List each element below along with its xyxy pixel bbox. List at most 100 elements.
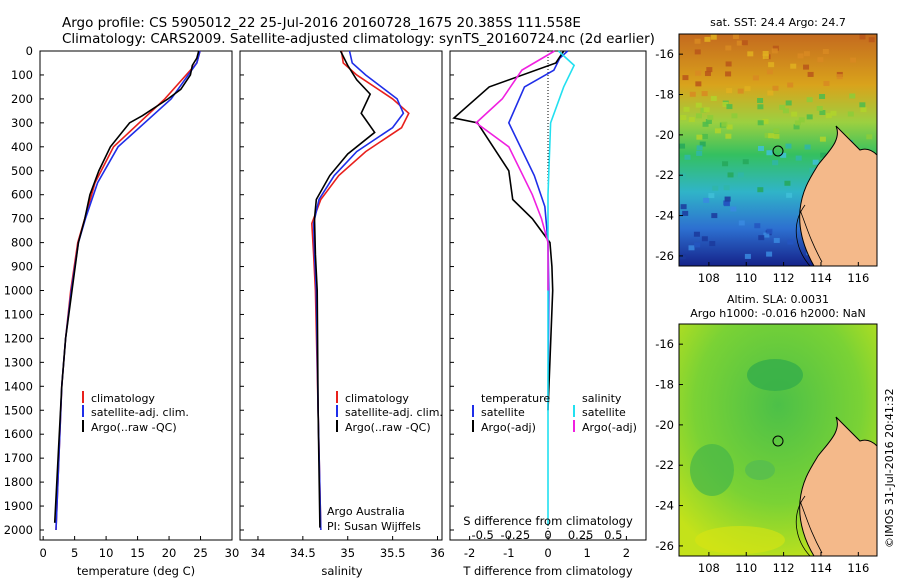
lon-tick-label: 110 [735,271,757,285]
salinity-legend: climatology satellite-adj. clim. Argo(..… [336,391,443,434]
x-tick-label: 35.5 [380,546,406,560]
header-line2: Climatology: CARS2009. Satellite-adjuste… [62,31,655,47]
float-location-marker-sla [772,435,784,447]
x-tick-label: 10 [99,546,114,560]
difference-xlabel: T difference from climatology [462,564,633,578]
depth-tick-label: 0 [26,44,33,58]
lon-tick-label: 112 [773,561,795,575]
depth-tick-label: 1500 [4,403,33,417]
temperature-xlabel: temperature (deg C) [77,564,195,578]
depth-tick-label: 400 [11,140,33,154]
x-tick-label: 1 [584,546,591,560]
lat-tick-label: -20 [655,128,674,142]
x-tick-label: 20 [162,546,177,560]
legend-temperature-title: temperature [481,392,550,405]
lon-tick-label: 110 [735,561,757,575]
depth-tick-label: 100 [11,68,33,82]
salinity-panel: 34 34.5 35 35.5 36 salinity climatology sate… [239,50,445,578]
legend-argo: Argo(..raw -QC) [91,421,177,434]
float-location-marker [772,145,784,157]
depth-tick-label: 800 [11,236,33,250]
legend-t-argo: Argo(-adj) [481,421,536,434]
depth-tick-label: 1800 [4,475,33,489]
lat-tick-label: -26 [655,249,674,263]
depth-tick-label: 300 [11,116,33,130]
depth-tick-label: 1000 [4,284,33,298]
x-tick-label: 36 [430,546,445,560]
depth-tick-label: 700 [11,212,33,226]
lon-tick-label: 116 [847,561,869,575]
series-line-satellite-adj-clim- [312,50,405,531]
s-tick-label: -0.5 [471,528,493,542]
temperature-legend: climatology satellite-adj. clim. Argo(..… [82,391,189,434]
lat-tick-label: -22 [655,458,674,472]
legend-salinity-title: salinity [582,392,622,405]
lon-tick-label: 108 [698,271,720,285]
lon-tick-label: 112 [773,271,795,285]
s-tick-label: -0.25 [500,528,530,542]
difference-x-ticks: -2 -1 0 1 2 [464,536,630,560]
x-tick-label: 5 [71,546,78,560]
series-line-climatology [55,50,201,531]
depth-tick-label: 1200 [4,331,33,345]
lat-tick-label: -26 [655,539,674,553]
sst-title: sat. SST: 24.4 Argo: 24.7 [710,16,846,29]
depth-tick-label: 1700 [4,451,33,465]
salinity-xlabel: salinity [321,564,362,578]
legend-climatology-s: climatology [345,392,409,405]
x-tick-label: 0 [39,546,46,560]
sla-map: Altim. SLA: 0.0031 Argo h1000: -0.016 h2… [655,293,878,575]
difference-toplabel: S difference from climatology [463,514,633,528]
s-tick-label: 0.5 [604,528,622,542]
depth-tick-label: 1300 [4,355,33,369]
lat-tick-label: -16 [655,47,674,61]
depth-tick-label: 1400 [4,379,33,393]
series-line-satellite [507,50,569,411]
lat-tick-label: -24 [655,499,674,513]
series-line-climatology [311,50,410,531]
depth-axis: 0 100 200 300 400 500 600 700 800 900 1000 1100 1200… [4,44,454,537]
lat-tick-label: -24 [655,209,674,223]
series-line-argo-raw-qc- [313,50,376,528]
sla-title2: Argo h1000: -0.016 h2000: NaN [690,307,866,320]
depth-tick-label: 500 [11,164,33,178]
temperature-panel: 0 5 10 15 20 25 30 temperature (deg C) climato… [39,50,239,578]
note-pi: PI: Susan Wijffels [327,520,421,533]
legend-argo-s: Argo(..raw -QC) [345,421,431,434]
difference-s-ticks: -0.5 -0.25 0 0.25 0.5 [471,528,622,542]
lon-tick-label: 116 [847,271,869,285]
x-tick-label: 30 [225,546,240,560]
lat-tick-label: -18 [655,88,674,102]
depth-tick-label: 1100 [4,307,33,321]
legend-satellite-adj: satellite-adj. clim. [91,406,189,419]
lat-tick-label: -20 [655,418,674,432]
temperature-x-ticks: 0 5 10 15 20 25 30 [39,536,239,560]
depth-tick-label: 2000 [4,523,33,537]
difference-panel: -2 -1 0 1 2 -0.5 -0.25 0 0.25 0.5 T difference f… [449,50,647,578]
series-line-argo-adj- [474,50,555,291]
x-tick-label: 2 [623,546,630,560]
salinity-x-ticks: 34 34.5 35 35.5 36 [251,536,445,560]
note-argo-australia: Argo Australia [327,505,405,518]
x-tick-label: -1 [503,546,514,560]
lon-tick-label: 108 [698,561,720,575]
series-line-satellite-adj-clim- [55,50,201,531]
depth-tick-label: 900 [11,260,33,274]
s-tick-label: 0 [544,528,551,542]
depth-tick-label: 600 [11,188,33,202]
x-tick-label: -2 [464,546,475,560]
x-tick-label: 0 [544,546,551,560]
credit: ©IMOS 31-Jul-2016 20:41:32 [883,388,896,548]
series-line-argo-adj- [452,50,565,411]
x-tick-label: 34 [251,546,266,560]
legend-s-satellite: satellite [582,406,626,419]
series-line-satellite [547,50,576,526]
legend-climatology: climatology [91,392,155,405]
difference-legend: temperature satellite Argo(-adj) salinit… [472,392,637,434]
x-tick-label: 25 [193,546,208,560]
series-line-argo-raw-qc- [53,50,200,523]
legend-satellite-adj-s: satellite-adj. clim. [345,406,443,419]
lat-tick-label: -22 [655,168,674,182]
s-tick-label: 0.25 [568,528,594,542]
